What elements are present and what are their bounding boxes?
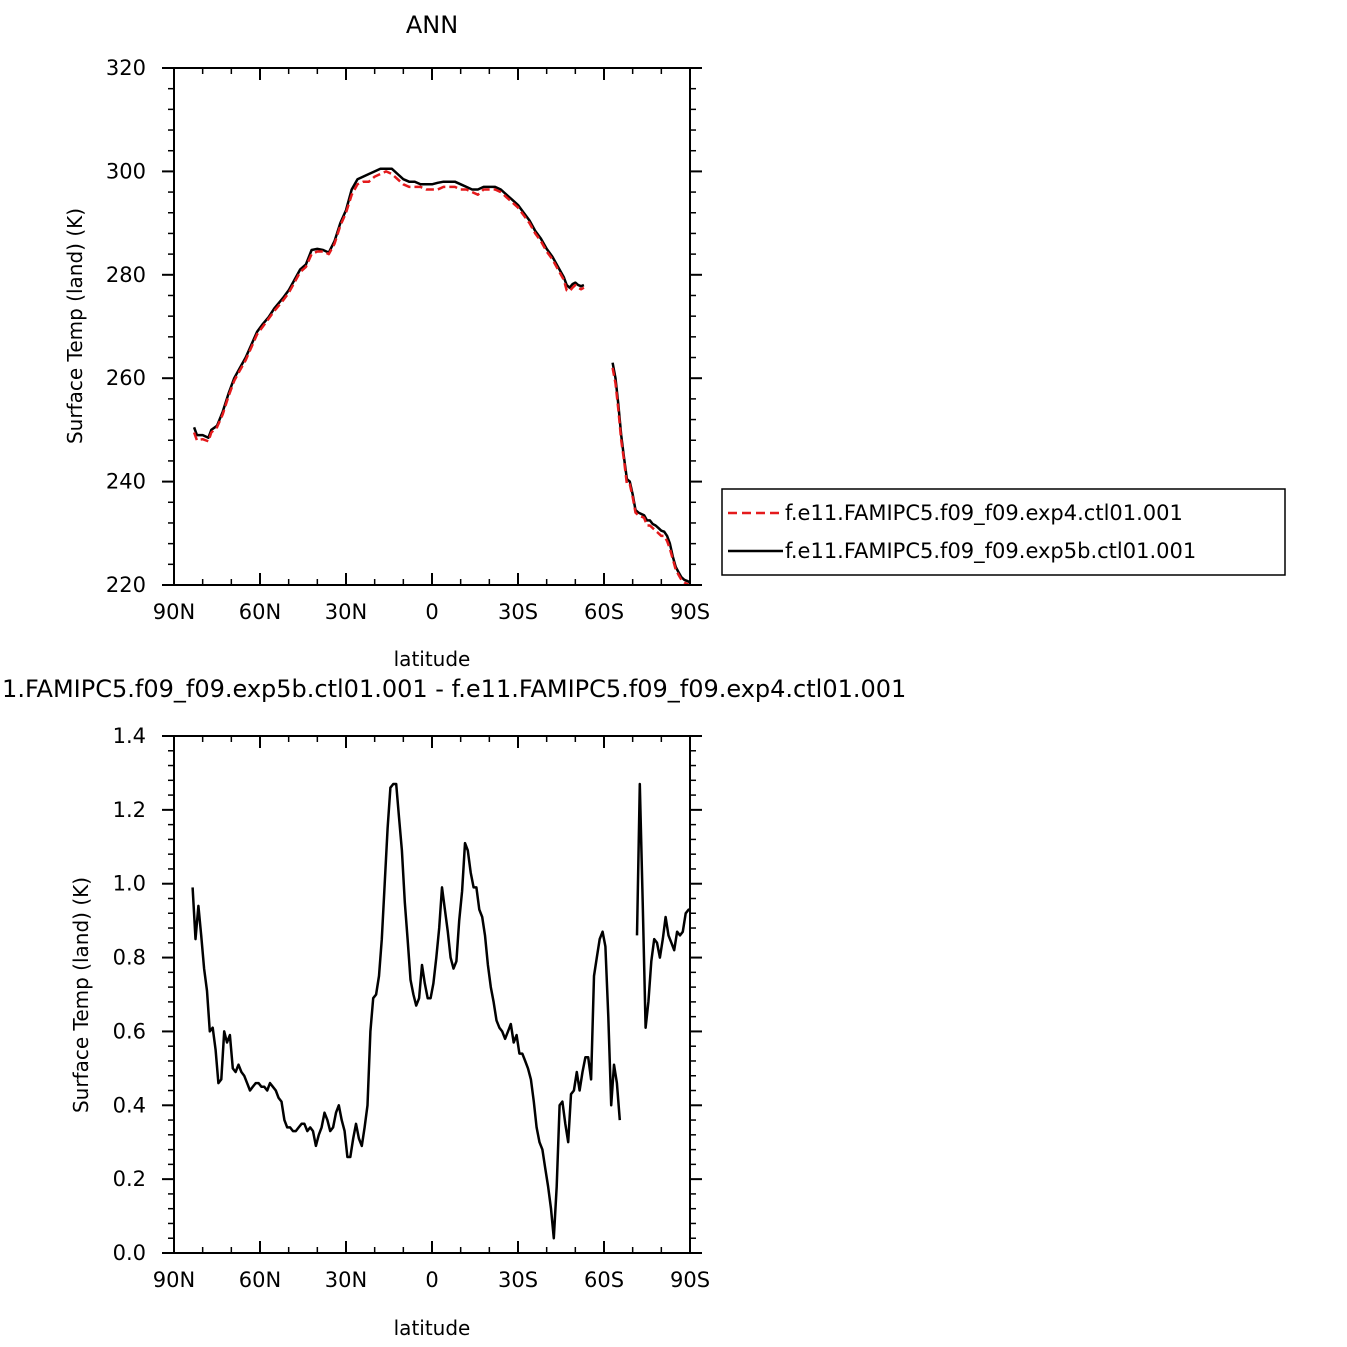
top-series-lines (192, 167, 691, 587)
x-tick-label: 0 (425, 600, 438, 624)
y-tick-label: 0.2 (113, 1167, 146, 1191)
x-tick-label: 30N (325, 1268, 367, 1292)
y-tick-label: 220 (106, 573, 146, 597)
bottom-panel: f.e11.FAMIPC5.f09_f09.exp5b.ctl01.001 - … (0, 675, 906, 1340)
top-axis-ticks: 90N 60N 30N 0 30S 60S 90S 220 240 260 280 300 320 (106, 56, 710, 624)
series-exp4-line-segment-1 (611, 367, 691, 587)
series-exp5b-line-segment-0 (191, 782, 622, 1240)
legend-label-exp4: f.e11.FAMIPC5.f09_f09.exp4.ctl01.001 (785, 501, 1183, 526)
x-tick-label: 90N (153, 1268, 195, 1292)
series-exp5b-line-segment-1 (611, 362, 691, 584)
bottom-series-lines (191, 782, 690, 1240)
y-tick-label: 240 (106, 470, 146, 494)
x-tick-label: 60S (584, 600, 624, 624)
y-tick-label: 0.4 (113, 1093, 146, 1117)
top-panel: ANN Surface Temp (land) (K) latitude 90N… (63, 11, 710, 671)
legend-box (721, 488, 1286, 576)
top-y-axis-title: Surface Temp (land) (K) (63, 208, 87, 444)
y-tick-label: 0.0 (113, 1241, 146, 1265)
x-tick-label: 60S (584, 1268, 624, 1292)
series-exp5b-line-segment-1 (635, 782, 690, 1029)
legend-label-exp5b: f.e11.FAMIPC5.f09_f09.exp5b.ctl01.001 (785, 539, 1196, 564)
x-tick-label: 90S (670, 600, 710, 624)
y-tick-label: 1.2 (113, 798, 146, 822)
bottom-plot-frame (173, 735, 691, 1254)
y-tick-label: 320 (106, 56, 146, 80)
x-tick-label: 30S (498, 600, 538, 624)
bottom-x-axis-title: latitude (394, 1316, 471, 1340)
x-tick-label: 90S (670, 1268, 710, 1292)
bottom-axis-ticks: 90N 60N 30N 0 30S 60S 90S 0.0 0.2 0.4 0.6 0.8 1.0 1.2… (113, 724, 710, 1292)
x-tick-label: 30N (325, 600, 367, 624)
y-tick-label: 300 (106, 159, 146, 183)
x-tick-label: 30S (498, 1268, 538, 1292)
x-tick-label: 60N (239, 1268, 281, 1292)
legend: f.e11.FAMIPC5.f09_f09.exp4.ctl01.001 f.e… (721, 488, 1286, 576)
x-tick-label: 90N (153, 600, 195, 624)
y-tick-label: 0.8 (113, 946, 146, 970)
x-tick-label: 0 (425, 1268, 438, 1292)
series-exp5b-line-segment-0 (192, 167, 585, 439)
bottom-chart-title: f.e11.FAMIPC5.f09_f09.exp5b.ctl01.001 - … (0, 675, 906, 703)
y-tick-label: 280 (106, 263, 146, 287)
series-exp4-line-segment-0 (192, 170, 585, 443)
top-plot-frame (173, 67, 691, 586)
y-tick-label: 1.4 (113, 724, 146, 748)
y-tick-label: 1.0 (113, 872, 146, 896)
top-x-axis-title: latitude (394, 647, 471, 671)
top-chart-title: ANN (406, 11, 458, 39)
x-tick-label: 60N (239, 600, 281, 624)
bottom-y-axis-title: Surface Temp (land) (K) (69, 877, 93, 1113)
y-tick-label: 0.6 (113, 1019, 146, 1043)
y-tick-label: 260 (106, 366, 146, 390)
